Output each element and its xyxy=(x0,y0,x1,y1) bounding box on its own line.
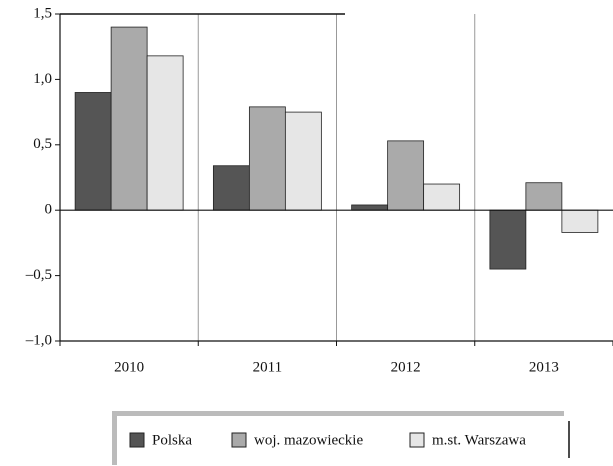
legend-label: m.st. Warszawa xyxy=(432,432,526,448)
legend-swatch xyxy=(409,432,425,448)
x-tick-label: 2012 xyxy=(391,359,421,375)
y-tick-label: –1,0 xyxy=(25,332,52,348)
legend-label: Polska xyxy=(152,432,192,448)
y-tick-label: 0 xyxy=(45,202,53,218)
bar xyxy=(489,209,527,270)
bar xyxy=(561,209,599,233)
bar xyxy=(387,140,425,211)
bar xyxy=(212,165,250,211)
bar xyxy=(423,183,461,211)
x-tick-label: 2013 xyxy=(529,359,559,375)
legend-swatch xyxy=(231,432,247,448)
bar xyxy=(74,92,112,211)
x-tick-label: 2010 xyxy=(114,359,144,375)
y-tick-label: 1,5 xyxy=(33,5,52,21)
bar xyxy=(284,111,322,211)
y-tick-label: –0,5 xyxy=(25,267,52,283)
legend-label: woj. mazowieckie xyxy=(254,432,363,448)
bar xyxy=(146,55,184,211)
bar xyxy=(110,26,148,211)
y-tick-label: 0,5 xyxy=(33,136,52,152)
x-tick-label: 2011 xyxy=(253,359,282,375)
bar xyxy=(351,204,389,211)
legend-swatch xyxy=(129,432,145,448)
bar xyxy=(248,106,286,211)
bar xyxy=(525,182,563,211)
legend-box xyxy=(117,416,569,466)
y-tick-label: 1,0 xyxy=(33,71,52,87)
